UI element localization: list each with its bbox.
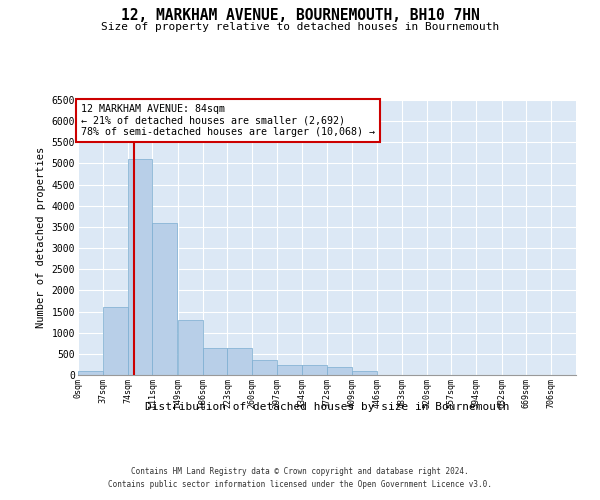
Bar [128,159,152,375]
Text: 12 MARKHAM AVENUE: 84sqm
← 21% of detached houses are smaller (2,692)
78% of sem: 12 MARKHAM AVENUE: 84sqm ← 21% of detach… [82,104,376,138]
Text: Contains HM Land Registry data © Crown copyright and database right 2024.: Contains HM Land Registry data © Crown c… [131,468,469,476]
Text: Contains public sector information licensed under the Open Government Licence v3: Contains public sector information licen… [108,480,492,489]
Text: 12, MARKHAM AVENUE, BOURNEMOUTH, BH10 7HN: 12, MARKHAM AVENUE, BOURNEMOUTH, BH10 7H… [121,8,479,22]
Text: Size of property relative to detached houses in Bournemouth: Size of property relative to detached ho… [101,22,499,32]
Bar [203,348,227,375]
Text: Distribution of detached houses by size in Bournemouth: Distribution of detached houses by size … [145,402,509,412]
Y-axis label: Number of detached properties: Number of detached properties [36,147,46,328]
Bar [252,360,277,375]
Bar [277,365,302,375]
Bar [78,371,103,375]
Bar [352,371,377,375]
Bar [103,308,128,375]
Bar [152,222,177,375]
Bar [328,367,352,375]
Bar [178,320,203,375]
Bar [227,348,252,375]
Bar [302,366,326,375]
